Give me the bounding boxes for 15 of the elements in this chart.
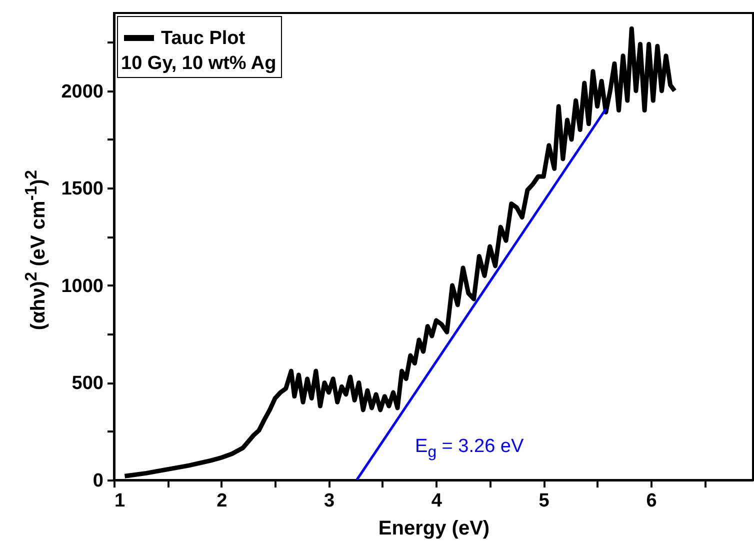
y-tick-label: 1500 (61, 178, 104, 200)
y-tick-label: 2000 (61, 81, 104, 102)
x-tick-label: 6 (646, 490, 657, 512)
legend-title: 10 Gy, 10 wt% Ag (121, 53, 276, 74)
annotation: E$_{g}$ = 3.26 eV (415, 436, 524, 462)
y-tick-label: 0 (92, 470, 104, 492)
y-tick-label: 500 (72, 373, 104, 394)
x-tick-label: 2 (216, 490, 228, 512)
x-tick-label: 1 (114, 490, 126, 512)
y-tick-label: 1000 (61, 276, 104, 297)
x-tick-label: 3 (324, 490, 335, 512)
x-axis-title: Energy (eV) (378, 518, 490, 540)
x-tick-label: 5 (538, 490, 550, 512)
legend-label: Tauc Plot (161, 28, 246, 49)
x-tick-label: 4 (431, 490, 442, 512)
